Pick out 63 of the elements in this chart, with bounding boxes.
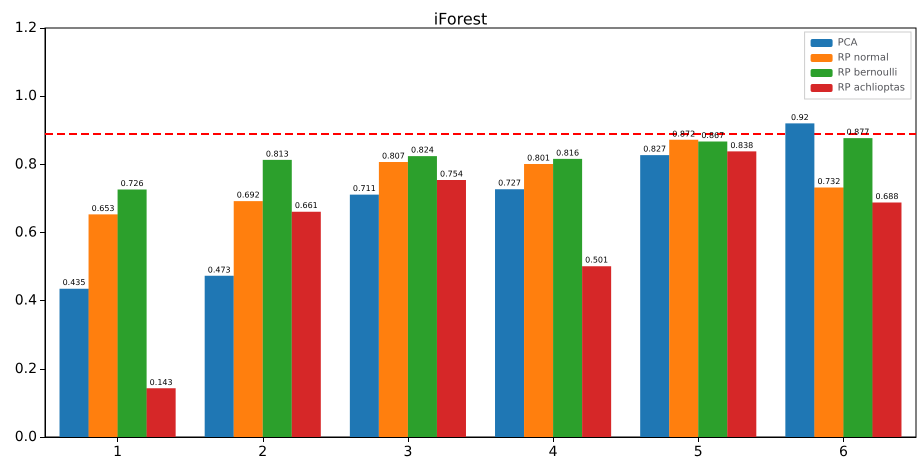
data-label: 0.501	[585, 256, 608, 265]
bar	[814, 188, 844, 437]
y-tick-label: 0.0	[14, 429, 37, 445]
bar	[669, 140, 698, 437]
x-tick-label: 2	[258, 444, 268, 459]
data-label: 0.143	[150, 378, 173, 387]
bar	[234, 201, 263, 437]
bar	[60, 288, 89, 437]
data-label: 0.813	[266, 149, 289, 158]
bar	[408, 156, 437, 437]
bar	[727, 151, 756, 437]
y-tick-label: 0.4	[14, 292, 38, 309]
data-label: 0.824	[410, 146, 434, 155]
y-tick-label: 1.2	[14, 20, 37, 36]
bar	[872, 202, 902, 437]
data-label: 0.807	[382, 151, 405, 160]
data-label: 0.727	[498, 178, 521, 188]
bar	[582, 266, 612, 437]
data-label: 0.653	[92, 204, 115, 213]
data-label: 0.661	[294, 201, 318, 210]
bar	[495, 189, 524, 437]
legend-label: RP bernoulli	[838, 68, 898, 78]
bar	[88, 214, 118, 437]
data-label: 0.754	[440, 170, 463, 179]
bar	[146, 388, 176, 437]
bar	[350, 194, 379, 437]
y-tick-label: 0.8	[14, 156, 37, 172]
bar	[640, 155, 670, 437]
bar	[204, 276, 234, 437]
x-tick-label: 1	[113, 444, 122, 459]
x-tick-label: 5	[694, 444, 703, 459]
bar	[843, 138, 872, 437]
y-tick-label: 1.0	[14, 88, 37, 104]
data-label: 0.732	[817, 177, 840, 186]
data-label: 0.801	[527, 153, 550, 162]
data-label: 0.816	[556, 148, 580, 158]
data-label: 0.838	[730, 140, 754, 150]
data-label: 0.435	[62, 278, 86, 288]
x-tick-label: 3	[403, 444, 412, 459]
x-tick-label: 6	[838, 444, 848, 459]
bar	[698, 142, 728, 437]
legend-label: PCA	[838, 38, 858, 48]
data-label: 0.688	[876, 192, 898, 202]
bar	[118, 190, 147, 437]
chart-title: iForest	[434, 10, 488, 28]
data-label: 0.692	[236, 190, 260, 200]
bar	[378, 162, 408, 437]
data-label: 0.827	[643, 144, 666, 154]
legend-label: RP achlioptas	[838, 82, 906, 94]
data-label: 0.711	[352, 184, 376, 194]
legend-label: RP normal	[838, 52, 889, 64]
y-tick-label: 0.6	[14, 224, 38, 240]
bar	[292, 212, 321, 437]
x-tick-label: 4	[548, 444, 558, 459]
bar	[785, 123, 814, 437]
bar	[524, 164, 554, 437]
data-label: 0.726	[120, 179, 144, 188]
y-tick-label: 0.2	[14, 360, 37, 377]
bar	[553, 158, 582, 437]
bar	[436, 180, 466, 437]
bar	[262, 160, 292, 437]
data-label: 0.473	[208, 265, 231, 274]
data-label: 0.92	[790, 112, 809, 122]
